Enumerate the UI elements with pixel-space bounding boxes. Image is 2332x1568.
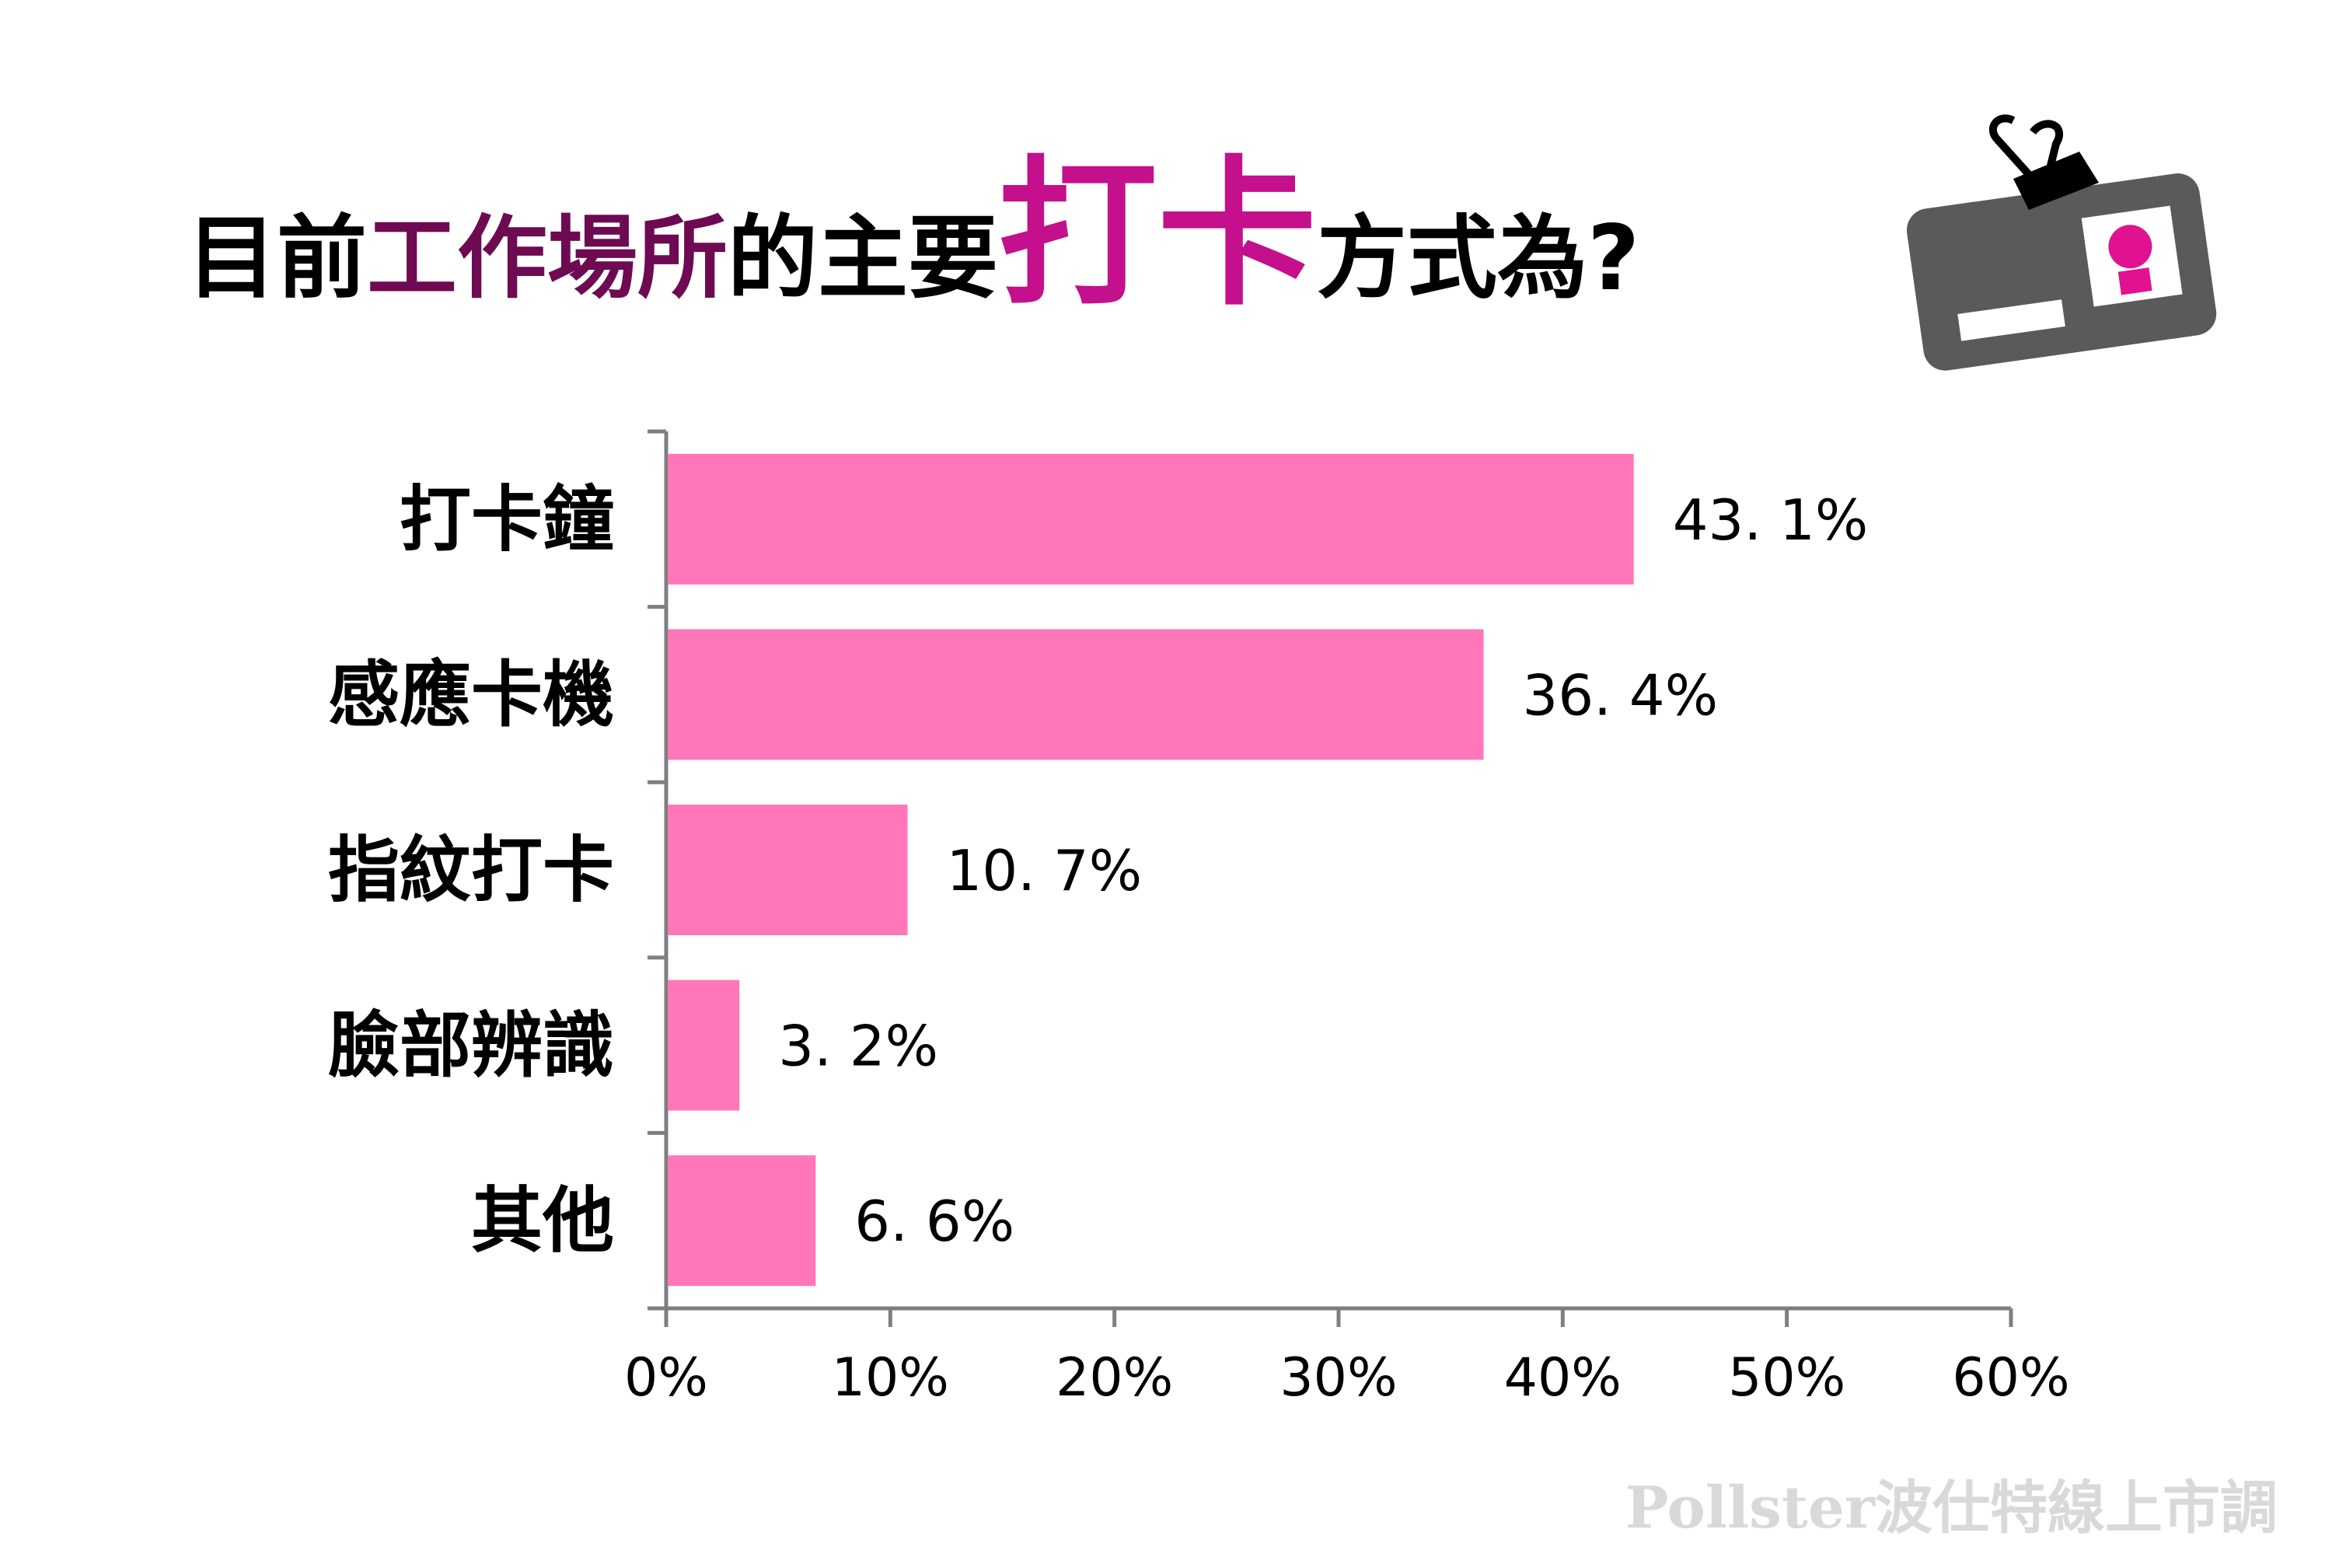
title-part-5: 方式為: [1317, 206, 1587, 311]
data-label: 6. 6%: [854, 1189, 1014, 1254]
category-label: 指紋打卡: [328, 829, 614, 912]
data-label: 10. 7%: [947, 838, 1143, 903]
x-tick-label: 30%: [1279, 1347, 1397, 1409]
chart-title: 目前 工作場所 的主要 打卡 方式為 ?: [187, 155, 1897, 342]
badge-photo-head: [2108, 225, 2152, 269]
title-part-2: 工作場所: [367, 206, 728, 311]
x-tick-label: 0%: [624, 1347, 708, 1409]
data-label: 36. 4%: [1523, 662, 1719, 728]
data-label: 43. 1%: [1673, 487, 1869, 553]
title-question-mark: ?: [1587, 206, 1640, 311]
title-part-4: 打卡: [998, 142, 1317, 327]
x-tick-label: 20%: [1056, 1347, 1173, 1409]
data-label: 3. 2%: [778, 1014, 938, 1079]
bar: [668, 629, 1484, 760]
bar: [668, 453, 1634, 585]
badge-name-field: [1957, 299, 2065, 341]
title-part-1: 目前: [187, 206, 367, 311]
binder-clip-icon: [1989, 114, 2099, 210]
category-label: 臉部辨識: [328, 1004, 614, 1088]
x-tick-label: 60%: [1952, 1347, 2069, 1409]
title-part-3: 的主要: [728, 206, 998, 311]
bar: [668, 1155, 816, 1287]
x-tick-label: 40%: [1504, 1347, 1622, 1409]
watermark: Pollster波仕特線上市調: [1625, 1475, 2278, 1542]
x-tick-label: 10%: [832, 1347, 949, 1409]
bar: [668, 805, 908, 935]
category-label: 感應卡機: [328, 653, 614, 736]
category-label: 打卡鐘: [400, 478, 614, 561]
id-badge-icon: [1906, 114, 2217, 371]
category-label: 其他: [471, 1179, 614, 1262]
badge-photo-body: [2117, 267, 2152, 295]
x-tick-label: 50%: [1728, 1347, 1845, 1409]
bar: [668, 980, 740, 1111]
